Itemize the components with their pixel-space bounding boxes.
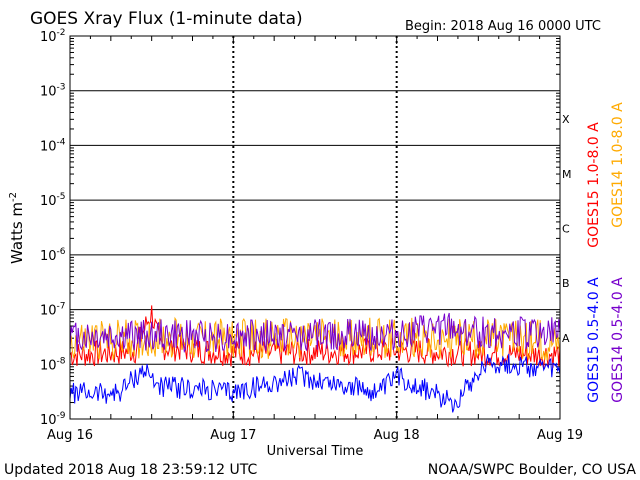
y-tick-label: 10-6 — [40, 247, 66, 264]
legend-entry: GOES15 0.5-4.0 A — [586, 277, 602, 403]
x-axis-label: Universal Time — [267, 444, 364, 459]
legend-label: GOES15 0.5-4.0 A — [586, 277, 602, 403]
flare-class-label: B — [562, 277, 570, 290]
x-tick-label: Aug 19 — [537, 428, 583, 443]
y-axis-ticks: 10-9 10-8 10-7 10-6 10-5 10-4 10-3 10-2 — [40, 28, 66, 428]
x-tick-label: Aug 17 — [210, 428, 256, 443]
y-tick-label: 10-2 — [40, 28, 66, 45]
y-tick-label: 10-9 — [40, 411, 66, 428]
y-axis-label-exp: -2 — [8, 192, 19, 202]
chart-title: GOES Xray Flux (1-minute data) — [30, 9, 303, 29]
updated-label: Updated 2018 Aug 18 23:59:12 UTC — [4, 462, 257, 478]
x-axis-ticks: Aug 16 Aug 17 Aug 18 Aug 19 — [47, 428, 583, 443]
y-axis-label: Watts m-2 — [8, 192, 26, 264]
series-line-4 — [69, 312, 561, 354]
legend-label: GOES14 1.0-8.0 A — [610, 102, 626, 228]
y-tick-label: 10-5 — [40, 192, 66, 209]
y-tick-label: 10-3 — [40, 83, 66, 100]
legend-entry: GOES14 0.5-4.0 A — [610, 277, 626, 403]
y-tick-label: 10-7 — [40, 302, 66, 319]
series-line-1 — [69, 305, 561, 369]
series-line-3 — [69, 353, 561, 413]
begin-label: Begin: 2018 Aug 16 0000 UTC — [405, 19, 601, 34]
flare-class-labels: A B C M X — [562, 113, 572, 345]
legend-label: GOES15 1.0-8.0 A — [586, 122, 602, 248]
plot-frame — [69, 35, 561, 420]
legend-entry: GOES14 1.0-8.0 A — [610, 102, 626, 228]
series-layer — [69, 305, 561, 413]
series-line-2 — [69, 316, 561, 361]
y-axis-label-main: Watts m — [8, 202, 26, 264]
flare-class-label: X — [562, 113, 570, 126]
legend: GOES15 1.0-8.0 A GOES14 1.0-8.0 A GOES15 0… — [586, 102, 626, 403]
x-tick-label: Aug 18 — [374, 428, 420, 443]
source-label: NOAA/SWPC Boulder, CO USA — [428, 462, 637, 478]
legend-entry: GOES15 1.0-8.0 A — [586, 122, 602, 248]
flare-class-label: M — [562, 168, 572, 181]
legend-label: GOES14 0.5-4.0 A — [610, 277, 626, 403]
y-tick-label: 10-4 — [40, 137, 66, 154]
flare-class-label: A — [562, 332, 570, 345]
x-tick-label: Aug 16 — [47, 428, 93, 443]
y-tick-label: 10-8 — [40, 356, 66, 373]
svg-text:Watts m-2: Watts m-2 — [8, 192, 26, 264]
flare-class-label: C — [562, 223, 570, 236]
